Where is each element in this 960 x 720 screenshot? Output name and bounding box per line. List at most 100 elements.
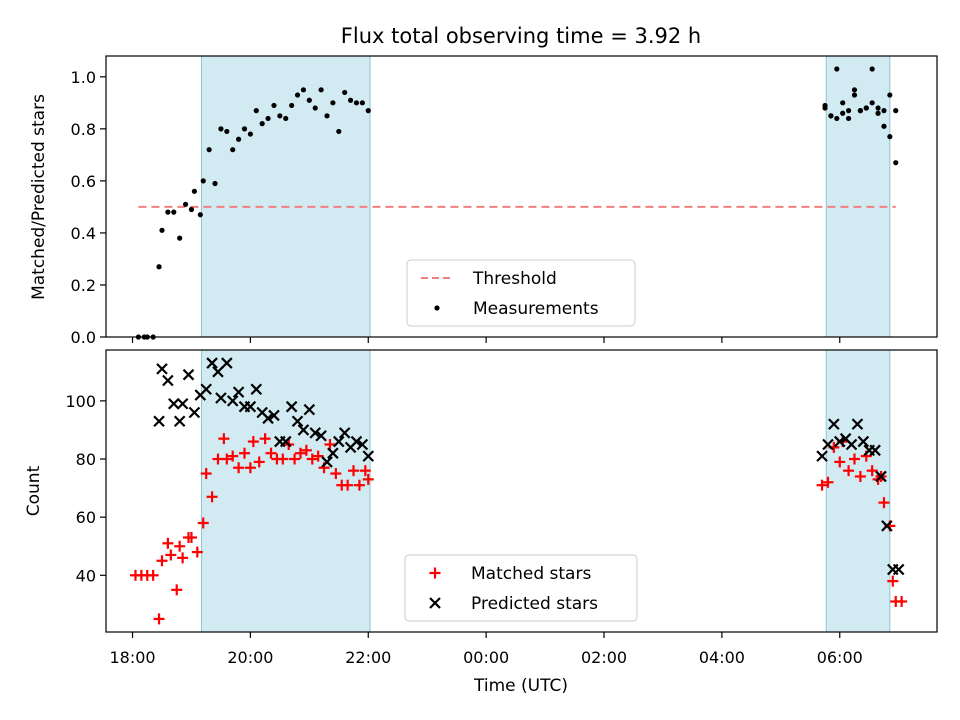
matched-stars-point [247,436,259,448]
matched-stars-point [197,517,209,529]
matched-stars-point [227,450,239,462]
bottom-plot-frame [105,349,938,633]
measurements-point [253,108,259,114]
predicted-stars-point [291,415,304,428]
predicted-stars-point [869,444,881,457]
measurements-point [845,115,852,122]
bottom-shaded-region-1 [825,349,891,633]
measurements-point [881,123,887,129]
matched-stars-point [353,479,365,491]
bottom-y-tick-label: 60 [76,508,96,527]
measurements-point [336,128,342,135]
measurements-point [224,128,230,135]
bottom-shaded-region-0 [200,349,371,633]
matched-stars-point [348,465,360,477]
matched-stars-point [162,537,174,549]
measurements-point [822,105,828,111]
matched-stars-point [896,595,908,607]
predicted-stars-point [250,383,263,396]
x-tick-label: 20:00 [227,648,273,667]
predicted-stars-point [851,418,864,430]
predicted-stars-point [226,395,239,407]
bottom-count-points [129,357,908,625]
measurements-point [324,113,330,119]
top-y-axis-label: Matched/Predicted stars [29,94,49,300]
measurements-point [241,126,248,132]
measurements-point [188,206,195,213]
measurements-point [300,87,307,93]
matched-stars-point [854,470,866,482]
matched-stars-point [253,456,265,468]
matched-stars-point [244,462,256,474]
matched-stars-point [218,433,230,445]
measurements-point [277,113,283,119]
top-y-tick-label: 0.2 [71,276,96,295]
measurements-point [218,126,224,132]
measurements-point [359,100,365,106]
predicted-stars-point [845,438,858,451]
measurements-point [212,180,218,187]
measurements-point [200,178,206,184]
top-shaded-region-1 [825,55,891,338]
predicted-stars-point [173,415,186,428]
matched-stars-point [289,453,301,465]
measurements-point [857,108,863,114]
bottom-legend-marker [429,597,441,609]
measurements-point [318,87,324,93]
matched-stars-point [277,453,289,465]
bottom-y-tick-label: 80 [76,450,96,469]
predicted-stars-point [268,409,280,422]
measurements-point [851,87,858,93]
predicted-stars-point [828,418,840,430]
predicted-stars-point [816,450,828,462]
bottom-y-tick-label: 40 [76,566,96,585]
top-shaded-region-0 [200,55,371,338]
matched-stars-point [265,447,277,459]
measurements-point [845,108,852,114]
matched-stars-point [177,552,189,564]
bottom-legend: Matched stars Predicted stars [404,554,638,622]
measurements-point [840,110,846,116]
top-y-ticks: 0.0 0.2 0.4 0.6 0.8 1.0 [71,68,106,347]
top-legend-label: Measurements [473,299,599,319]
matched-stars-point [294,447,306,459]
predicted-stars-point [285,400,298,413]
predicted-stars-point [232,386,245,398]
measurements-point [342,89,348,96]
measurements-point [306,97,312,103]
matched-stars-point [330,468,342,480]
x-axis-label: Time (UTC) [473,676,568,696]
matched-stars-point [233,462,245,474]
matched-stars-point [300,444,312,456]
bottom-legend-label: Matched stars [471,564,591,584]
predicted-stars-point [176,398,189,410]
predicted-stars-point [822,438,834,451]
predicted-stars-point [857,435,870,448]
top-legend-box [406,259,636,327]
top-legend-label: Threshold [472,269,557,289]
predicted-stars-point [321,456,333,468]
predicted-stars-point [362,450,375,462]
measurements-point [881,108,887,114]
predicted-stars-point [875,470,887,483]
top-legend-marker [434,305,440,311]
measurements-point [259,121,265,127]
bottom-panel: 40 60 80 100 18:00 20:00 22:00 00:00 02:00 04:00… [24,349,938,667]
measurements-point [230,147,236,153]
matched-stars-point [200,468,212,480]
predicted-stars-point [327,447,339,459]
measurements-point [893,160,899,166]
measurements-point [294,92,301,98]
bottom-y-axis-label: Count [24,465,44,516]
measurements-point [156,264,162,270]
top-x-ticks [131,337,841,343]
matched-stars-point [153,613,165,625]
measurements-point [247,131,253,137]
predicted-stars-point [315,429,327,442]
predicted-stars-point [262,412,274,425]
bottom-legend-label: Predicted stars [471,594,598,614]
chart-title: Flux total observing time = 3.92 h [341,24,701,48]
top-y-tick-label: 0.4 [71,224,96,243]
matched-stars-point [843,465,855,477]
measurements-point [191,188,198,194]
